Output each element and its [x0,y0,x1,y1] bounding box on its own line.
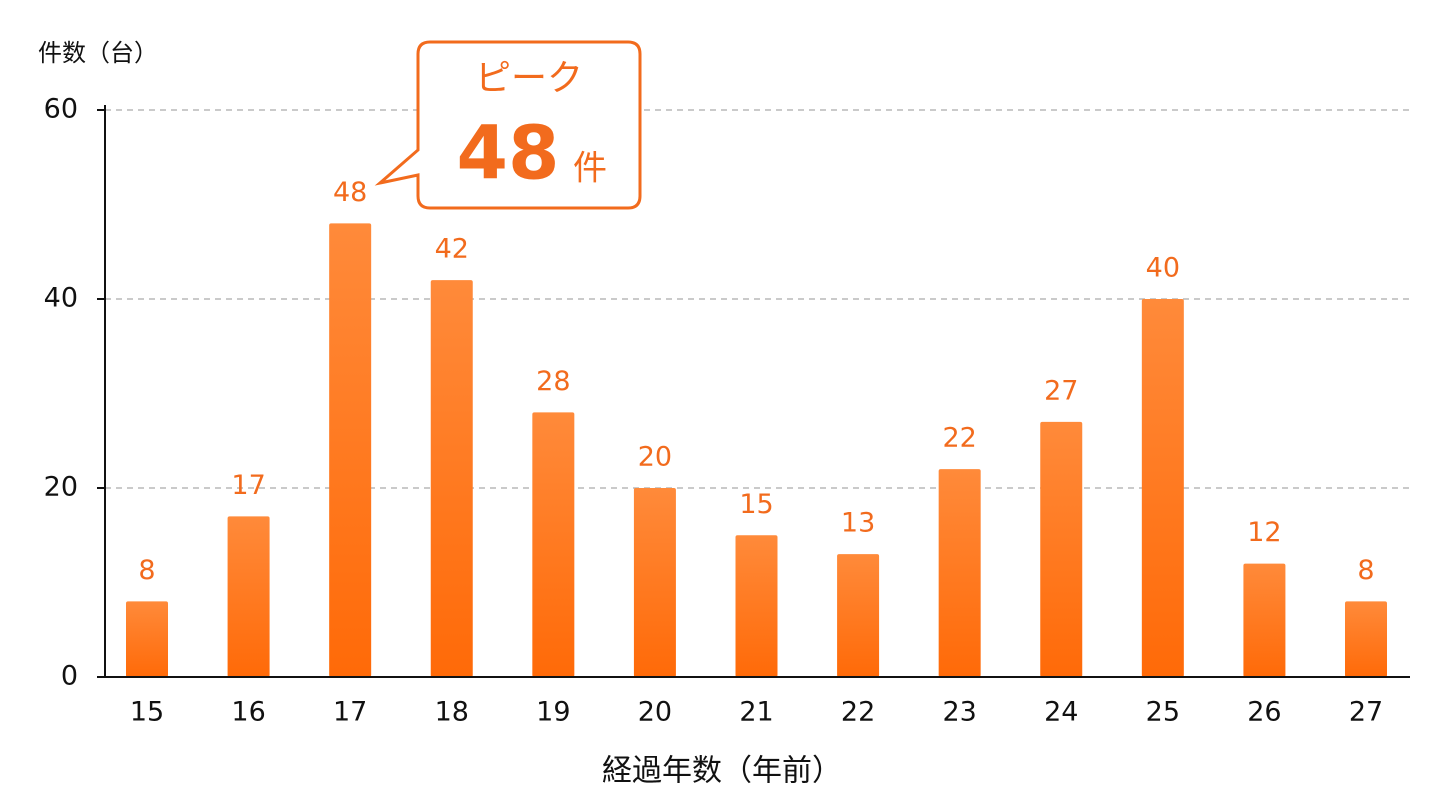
x-tick-label: 15 [130,697,164,728]
bar [430,280,473,677]
bar [633,488,676,677]
callout-title: ピーク [475,58,583,99]
bar [938,469,981,677]
bar [1040,421,1083,677]
value-label: 40 [1146,253,1180,284]
bar [1141,299,1184,677]
x-tick-label: 20 [638,697,672,728]
x-tick-label: 22 [841,697,875,728]
value-label: 8 [1357,555,1374,586]
bar [227,516,270,677]
value-label: 48 [333,177,367,208]
value-label: 27 [1044,375,1078,406]
x-tick-label: 25 [1146,697,1180,728]
bar [329,223,372,677]
callout-box [374,40,642,210]
x-tick-label: 18 [435,697,469,728]
value-label: 28 [536,366,570,397]
callout-value: 48 [457,111,560,197]
x-tick-label: 24 [1044,697,1078,728]
x-tick-label: 17 [333,697,367,728]
y-tick-label: 60 [44,94,78,125]
x-tick-label: 16 [231,697,265,728]
value-label: 20 [638,442,672,473]
value-label: 12 [1247,517,1281,548]
value-label: 13 [841,508,875,539]
x-tick-label: 26 [1247,697,1281,728]
y-tick-label: 0 [61,661,78,692]
x-tick-label: 21 [739,697,773,728]
value-label: 8 [138,555,155,586]
bar [532,412,575,677]
value-label: 15 [739,489,773,520]
x-tick-label: 23 [942,697,976,728]
x-tick-label: 19 [536,697,570,728]
y-axis-label: 件数（台） [38,39,158,67]
value-label: 17 [231,470,265,501]
value-label: 22 [942,423,976,454]
bar [1345,601,1387,677]
callout-unit: 件 [573,149,607,189]
y-tick-label: 20 [44,472,78,503]
bar [837,554,880,677]
value-label: 42 [435,234,469,265]
bar [126,601,168,677]
x-axis-label: 経過年数（年前） [602,754,842,789]
bar [1243,563,1286,677]
y-tick-label: 40 [44,283,78,314]
bar [735,535,778,677]
peak-callout: ピーク 48 件 [374,40,642,210]
x-tick-label: 27 [1349,697,1383,728]
